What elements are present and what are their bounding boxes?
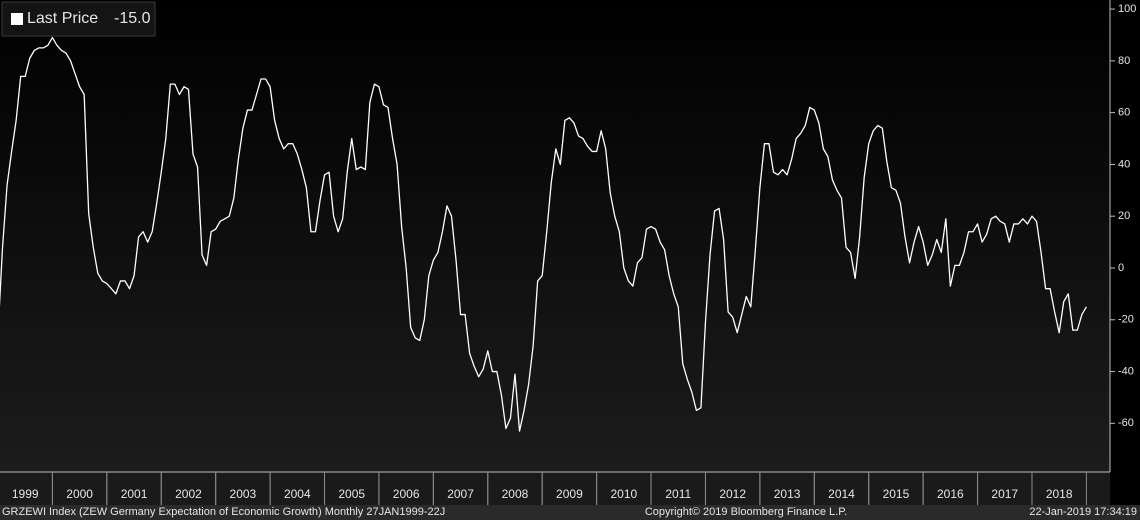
y-tick-label: 60: [1118, 107, 1130, 119]
plot-area: [0, 0, 1110, 472]
x-tick-label: 2008: [502, 487, 529, 501]
x-tick-label: 2009: [556, 487, 583, 501]
x-tick-label: 2005: [338, 487, 365, 501]
series-line: [0, 36, 1087, 432]
x-tick-label: 2007: [447, 487, 474, 501]
x-tick-label: 2014: [828, 487, 855, 501]
x-tick-label: 2013: [774, 487, 801, 501]
x-tick-label: 2015: [883, 487, 910, 501]
legend-box: [1, 1, 156, 37]
legend: Last Price -15.0: [1, 1, 156, 37]
x-tick-label: 2003: [230, 487, 257, 501]
x-tick-label: 2012: [719, 487, 746, 501]
y-tick-label: 20: [1118, 210, 1130, 222]
y-tick-label: 0: [1118, 262, 1124, 274]
x-tick-label: 2018: [1046, 487, 1073, 501]
x-tick-label: 2016: [937, 487, 964, 501]
footer-timestamp: 22-Jan-2019 17:34:19: [1029, 506, 1137, 518]
footer-copyright: Copyright© 2019 Bloomberg Finance L.P.: [645, 506, 847, 518]
footer-description: GRZEWI Index (ZEW Germany Expectation of…: [2, 506, 445, 518]
y-tick-label: -20: [1118, 314, 1134, 326]
y-tick-label: -40: [1118, 365, 1134, 377]
x-tick-label: 2006: [393, 487, 420, 501]
y-tick-label: 100: [1118, 3, 1136, 15]
plot: 100 80 60 40 20 0 -20 -40 -60 1999 2000 2001 2002 200…: [0, 3, 1136, 505]
y-tick-label: -60: [1118, 417, 1134, 429]
x-tick-label: 2004: [284, 487, 311, 501]
x-axis-band: [0, 472, 1110, 505]
legend-value: -15.0: [114, 10, 151, 27]
x-tick-label: 2011: [665, 487, 691, 501]
legend-label: Last Price: [27, 10, 98, 27]
y-tick-label: 40: [1118, 158, 1130, 170]
y-tick-label: 80: [1118, 55, 1130, 67]
x-tick-label: 2010: [610, 487, 637, 501]
x-tick-label: 2002: [175, 487, 202, 501]
x-tick-label: 2001: [121, 487, 148, 501]
x-tick-label: 2017: [991, 487, 1018, 501]
legend-swatch: [11, 13, 23, 25]
x-tick-label: 2000: [66, 487, 93, 501]
x-tick-label: 1999: [12, 487, 39, 501]
footer-band: [0, 505, 1140, 520]
